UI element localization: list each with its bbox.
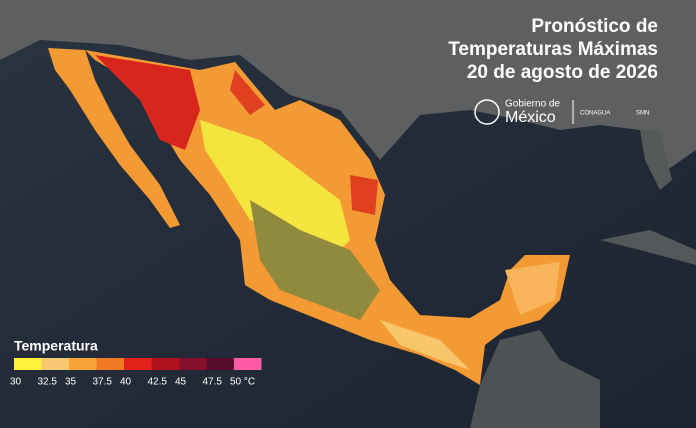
legend-swatch bbox=[206, 358, 234, 370]
logo-text: Gobierno de bbox=[505, 99, 560, 110]
florida bbox=[640, 130, 672, 190]
legend-swatch bbox=[96, 358, 124, 370]
cool-zone bbox=[200, 120, 350, 260]
logo-text: SMN bbox=[636, 111, 649, 117]
logo-text: México bbox=[505, 109, 556, 126]
legend-label: 35 bbox=[65, 377, 77, 388]
legend-label: 47.5 bbox=[203, 377, 223, 388]
central-america bbox=[470, 330, 600, 428]
hot-zone bbox=[95, 55, 200, 150]
us-land bbox=[0, 0, 696, 175]
legend-label: 37.5 bbox=[93, 377, 113, 388]
legend-label: 50 °C bbox=[230, 377, 255, 388]
mild-zone bbox=[505, 262, 560, 315]
logo-text: CONAGUA bbox=[580, 111, 610, 117]
title-line: 20 de agosto de 2026 bbox=[467, 62, 658, 83]
legend-swatch bbox=[14, 358, 42, 370]
logo-emblem bbox=[474, 99, 500, 125]
legend: 30 32.5 35 37.5 40 42.5 45 47.5 50 °C bbox=[10, 358, 262, 388]
legend-label: 40 bbox=[120, 377, 132, 388]
legend-swatch bbox=[151, 358, 179, 370]
title-line: Temperaturas Máximas bbox=[448, 39, 658, 60]
legend-label: 30 bbox=[10, 377, 22, 388]
legend-label: 45 bbox=[175, 377, 187, 388]
baja-california bbox=[48, 48, 180, 228]
legend-swatch bbox=[69, 358, 97, 370]
mild-zone bbox=[380, 320, 470, 370]
legend-swatch bbox=[234, 358, 262, 370]
legend-swatch bbox=[41, 358, 69, 370]
hot-zone bbox=[230, 70, 265, 115]
highlands bbox=[250, 200, 380, 320]
legend-title: Temperatura bbox=[14, 338, 98, 354]
hot-zone bbox=[350, 175, 378, 215]
legend-swatch bbox=[124, 358, 152, 370]
legend-swatch bbox=[179, 358, 207, 370]
legend-label: 42.5 bbox=[148, 377, 168, 388]
title-line: Pronóstico de bbox=[531, 16, 658, 37]
legend-label: 32.5 bbox=[38, 377, 58, 388]
cuba bbox=[600, 230, 696, 265]
